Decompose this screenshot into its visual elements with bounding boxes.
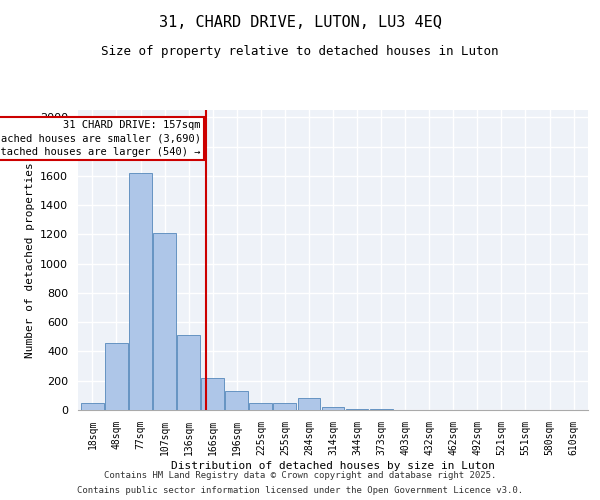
Bar — [274, 402, 296, 410]
X-axis label: Distribution of detached houses by size in Luton: Distribution of detached houses by size … — [171, 460, 495, 470]
Text: Size of property relative to detached houses in Luton: Size of property relative to detached ho… — [101, 45, 499, 58]
Text: Contains HM Land Registry data © Crown copyright and database right 2025.: Contains HM Land Registry data © Crown c… — [104, 471, 496, 480]
Bar — [346, 409, 368, 410]
Bar — [201, 378, 224, 410]
Text: 31, CHARD DRIVE, LUTON, LU3 4EQ: 31, CHARD DRIVE, LUTON, LU3 4EQ — [158, 15, 442, 30]
Bar — [153, 233, 176, 410]
Bar — [322, 407, 344, 410]
Text: Contains public sector information licensed under the Open Government Licence v3: Contains public sector information licen… — [77, 486, 523, 495]
Bar — [81, 402, 104, 410]
Y-axis label: Number of detached properties: Number of detached properties — [25, 162, 35, 358]
Bar — [177, 336, 200, 410]
Bar — [250, 402, 272, 410]
Text: 31 CHARD DRIVE: 157sqm
← 87% of detached houses are smaller (3,690)
13% of semi-: 31 CHARD DRIVE: 157sqm ← 87% of detached… — [0, 120, 200, 156]
Bar — [226, 391, 248, 410]
Bar — [298, 398, 320, 410]
Bar — [105, 342, 128, 410]
Bar — [129, 173, 152, 410]
